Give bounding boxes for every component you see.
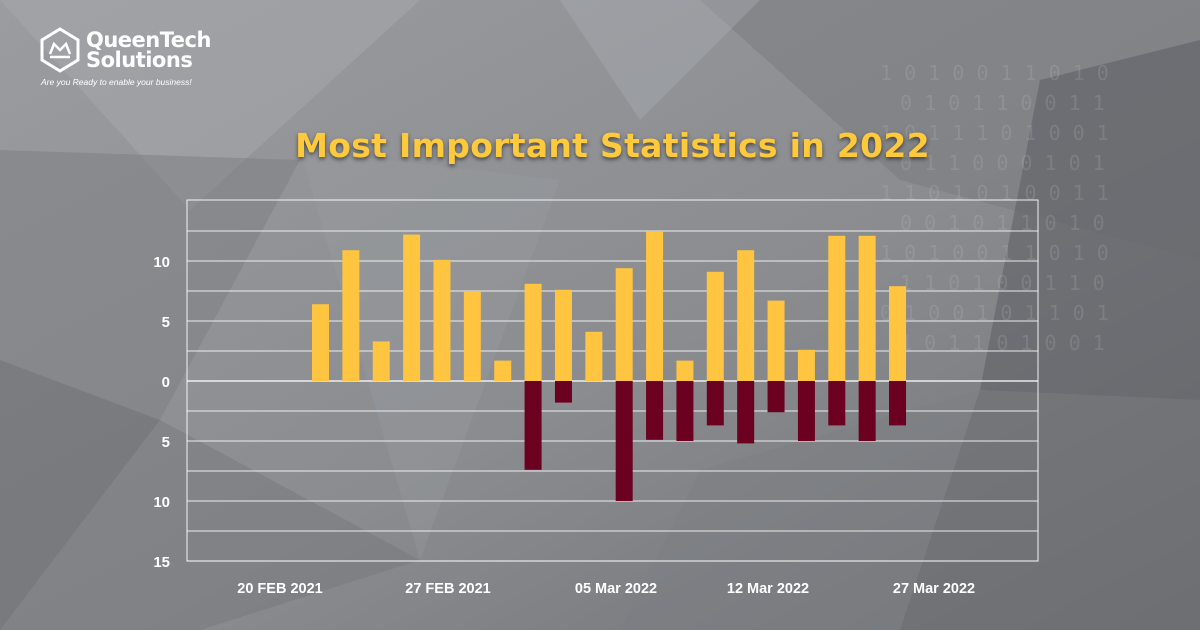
chart-bars	[312, 231, 907, 501]
bar-positive-6	[494, 360, 512, 381]
bar-positive-5	[463, 291, 481, 381]
x-axis-labels: 20 FEB 2021 27 FEB 2021 05 Mar 2022 12 Mar …	[237, 581, 975, 597]
bar-negative-18	[858, 381, 876, 441]
bar-positive-12	[676, 360, 694, 381]
svg-text:1 0 1 0 0 1 1 0 1 0: 1 0 1 0 0 1 1 0 1 0	[880, 61, 1109, 85]
svg-text:1 1 0 1 0 1 0 0 1 1: 1 1 0 1 0 1 0 0 1 1	[880, 181, 1109, 205]
bar-positive-18	[858, 235, 876, 381]
bar-positive-0	[312, 304, 329, 381]
bar-positive-11	[646, 231, 664, 381]
bar-negative-13	[706, 381, 724, 426]
y-tick-label: 5	[162, 314, 170, 331]
bar-negative-11	[646, 381, 664, 440]
brand-icon	[40, 27, 80, 73]
svg-text:1 0 1 1 1 0 1 0 0 1: 1 0 1 1 1 0 1 0 0 1	[880, 121, 1109, 145]
x-tick-label: 27 FEB 2021	[405, 581, 490, 597]
x-tick-label: 05 Mar 2022	[575, 581, 657, 597]
bar-negative-15	[767, 381, 785, 413]
bar-positive-4	[433, 259, 451, 381]
bar-positive-9	[585, 331, 603, 381]
bar-negative-16	[797, 381, 815, 441]
bar-negative-14	[737, 381, 755, 444]
chart-title: Most Important Statistics in 2022	[295, 126, 930, 165]
brand-tagline: Are you Ready to enable your business!	[41, 77, 192, 87]
y-tick-label: 15	[153, 554, 170, 571]
y-tick-label: 5	[162, 434, 170, 451]
bar-positive-8	[554, 289, 572, 381]
y-tick-label: 10	[153, 494, 170, 511]
svg-text:0 1 0 1 1 0 0 1 1: 0 1 0 1 1 0 0 1 1	[900, 91, 1105, 115]
bar-positive-10	[615, 268, 633, 381]
svg-text:0 1 1 0 0 0 1 0 1: 0 1 1 0 0 0 1 0 1	[900, 151, 1105, 175]
brand-name-line1: QueenTech	[86, 28, 211, 52]
y-axis-labels: 10 5 0 5 10 15	[153, 254, 170, 571]
bar-negative-7	[524, 381, 542, 470]
bar-positive-14	[737, 250, 755, 381]
bar-negative-12	[676, 381, 694, 441]
x-tick-label: 27 Mar 2022	[893, 581, 975, 597]
bar-negative-17	[828, 381, 846, 426]
bar-positive-15	[767, 300, 785, 381]
bar-positive-2	[372, 341, 390, 381]
bar-negative-10	[615, 381, 633, 501]
bar-positive-19	[889, 286, 907, 381]
y-tick-label: 0	[162, 374, 170, 391]
bar-positive-13	[706, 271, 724, 381]
x-tick-label: 20 FEB 2021	[237, 581, 322, 597]
bar-negative-8	[554, 381, 572, 403]
x-tick-label: 12 Mar 2022	[727, 581, 809, 597]
bar-positive-3	[403, 234, 421, 381]
bar-positive-7	[524, 283, 542, 381]
bar-positive-16	[797, 349, 815, 381]
brand-logo[interactable]: QueenTech Solutions Are you Ready to ena…	[36, 24, 236, 94]
brand-name-line2: Solutions	[86, 48, 193, 72]
bar-negative-19	[889, 381, 907, 426]
brand-name: QueenTech Solutions	[86, 28, 211, 72]
y-tick-label: 10	[153, 254, 170, 271]
bar-positive-17	[828, 235, 846, 381]
bar-positive-1	[342, 250, 360, 381]
